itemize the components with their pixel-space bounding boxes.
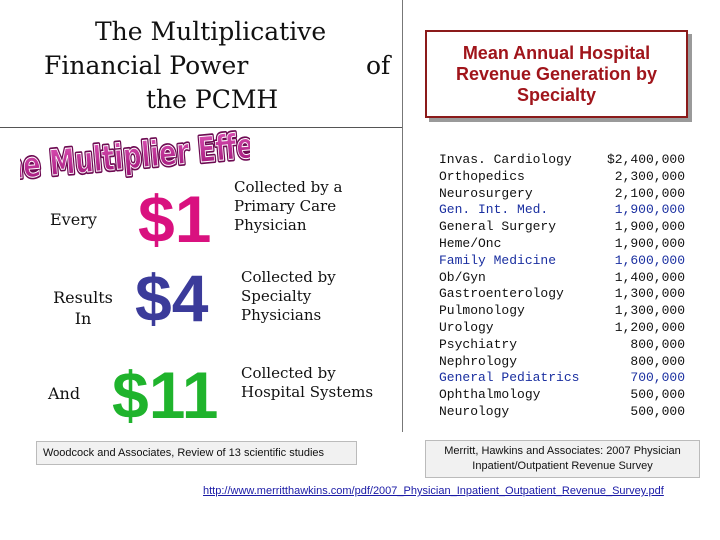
table-row: Psychiatry 800,000 (439, 337, 685, 354)
specialty-revenue: 500,000 (630, 387, 685, 403)
table-row: Neurosurgery 2,100,000 (439, 186, 685, 203)
specialty-revenue: 500,000 (630, 403, 685, 419)
specialty-name: Heme/Onc (439, 235, 502, 251)
specialty-name: Psychiatry (439, 336, 518, 352)
specialty-name: Orthopedics (439, 168, 525, 184)
specialty-revenue: 1,600,000 (614, 252, 685, 268)
specialty-revenue: 2,100,000 (614, 185, 685, 201)
table-row: Pulmonology 1,300,000 (439, 303, 685, 320)
specialty-name: General Pediatrics (439, 370, 580, 386)
table-row: General Surgery 1,900,000 (439, 219, 685, 236)
specialty-name: Invas. Cardiology (439, 152, 572, 167)
left-title-line-3: of (366, 51, 391, 80)
specialty-revenue: 1,900,000 (614, 219, 685, 235)
specialty-name: Neurosurgery (439, 185, 533, 201)
specialty-revenue: 1,300,000 (614, 286, 685, 302)
right-citation-line-1: Merritt, Hawkins and Associates: 2007 Ph… (444, 445, 681, 457)
survey-link[interactable]: http://www.merritthawkins.com/pdf/2007_P… (203, 485, 664, 497)
left-title-line-2: Financial Power (44, 51, 249, 80)
specialty-name: Urology (439, 319, 494, 335)
left-citation: Woodcock and Associates, Review of 13 sc… (43, 447, 325, 459)
specialty-name: Ob/Gyn (439, 269, 486, 285)
specialty-name: Gastroenterology (439, 286, 564, 302)
amount-1-dollar: $1 (138, 182, 212, 256)
revenue-table: Invas. Cardiology $2,400,000 Orthopedics 2,… (439, 152, 685, 421)
row-label-results-in: Results In (53, 288, 113, 328)
table-row: Urology 1,200,000 (439, 320, 685, 337)
desc-specialty: Collected by Specialty Physicians (241, 268, 336, 324)
desc-primary-care: Collected by a Primary Care Physician (234, 178, 343, 234)
specialty-revenue: 1,400,000 (614, 269, 685, 285)
table-row: Family Medicine 1,600,000 (439, 253, 685, 270)
right-citation-box: Merritt, Hawkins and Associates: 2007 Ph… (425, 440, 700, 478)
left-citation-box: Woodcock and Associates, Review of 13 sc… (36, 441, 357, 465)
table-row: Orthopedics 2,300,000 (439, 169, 685, 186)
specialty-name: Gen. Int. Med. (439, 202, 549, 218)
specialty-name: Family Medicine (439, 252, 557, 268)
amount-11-dollars: $11 (112, 358, 219, 432)
right-citation-line-2: Inpatient/Outpatient Revenue Survey (472, 460, 653, 472)
left-title-line-1: The Multiplicative (95, 17, 327, 46)
banner-text: The Multiplier Effect (20, 124, 250, 184)
table-row: Gastroenterology 1,300,000 (439, 286, 685, 303)
amount-4-dollars: $4 (135, 261, 209, 335)
multiplier-effect-banner: The Multiplier Effect The Multiplier Eff… (20, 124, 250, 184)
table-row: General Pediatrics 700,000 (439, 370, 685, 387)
specialty-name: Pulmonology (439, 303, 525, 319)
right-title: Mean Annual Hospital Revenue Generation … (455, 42, 658, 105)
table-row: Ophthalmology 500,000 (439, 387, 685, 404)
table-row: Ob/Gyn 1,400,000 (439, 270, 685, 287)
specialty-name: General Surgery (439, 219, 557, 235)
specialty-revenue: $2,400,000 (606, 152, 685, 167)
specialty-revenue: 1,200,000 (614, 319, 685, 335)
specialty-revenue: 800,000 (630, 336, 685, 352)
row-label-and: And (48, 384, 81, 403)
table-row: Gen. Int. Med. 1,900,000 (439, 202, 685, 219)
row-label-every: Every (50, 210, 97, 229)
table-row: Invas. Cardiology $2,400,000 (439, 152, 685, 169)
vertical-divider (402, 0, 403, 432)
specialty-name: Ophthalmology (439, 387, 541, 403)
specialty-revenue: 700,000 (630, 370, 685, 386)
table-row: Heme/Onc 1,900,000 (439, 236, 685, 253)
specialty-revenue: 1,300,000 (614, 303, 685, 319)
specialty-revenue: 2,300,000 (614, 168, 685, 184)
desc-hospital: Collected by Hospital Systems (241, 364, 374, 401)
specialty-revenue: 1,900,000 (614, 202, 685, 218)
specialty-name: Nephrology (439, 353, 518, 369)
specialty-name: Neurology (439, 403, 510, 419)
table-row: Neurology 500,000 (439, 404, 685, 421)
left-title-line-4: the PCMH (146, 85, 279, 114)
horizontal-divider (0, 127, 402, 128)
right-title-box: Mean Annual Hospital Revenue Generation … (425, 30, 688, 118)
specialty-revenue: 1,900,000 (614, 235, 685, 251)
specialty-revenue: 800,000 (630, 353, 685, 369)
table-row: Nephrology 800,000 (439, 354, 685, 371)
